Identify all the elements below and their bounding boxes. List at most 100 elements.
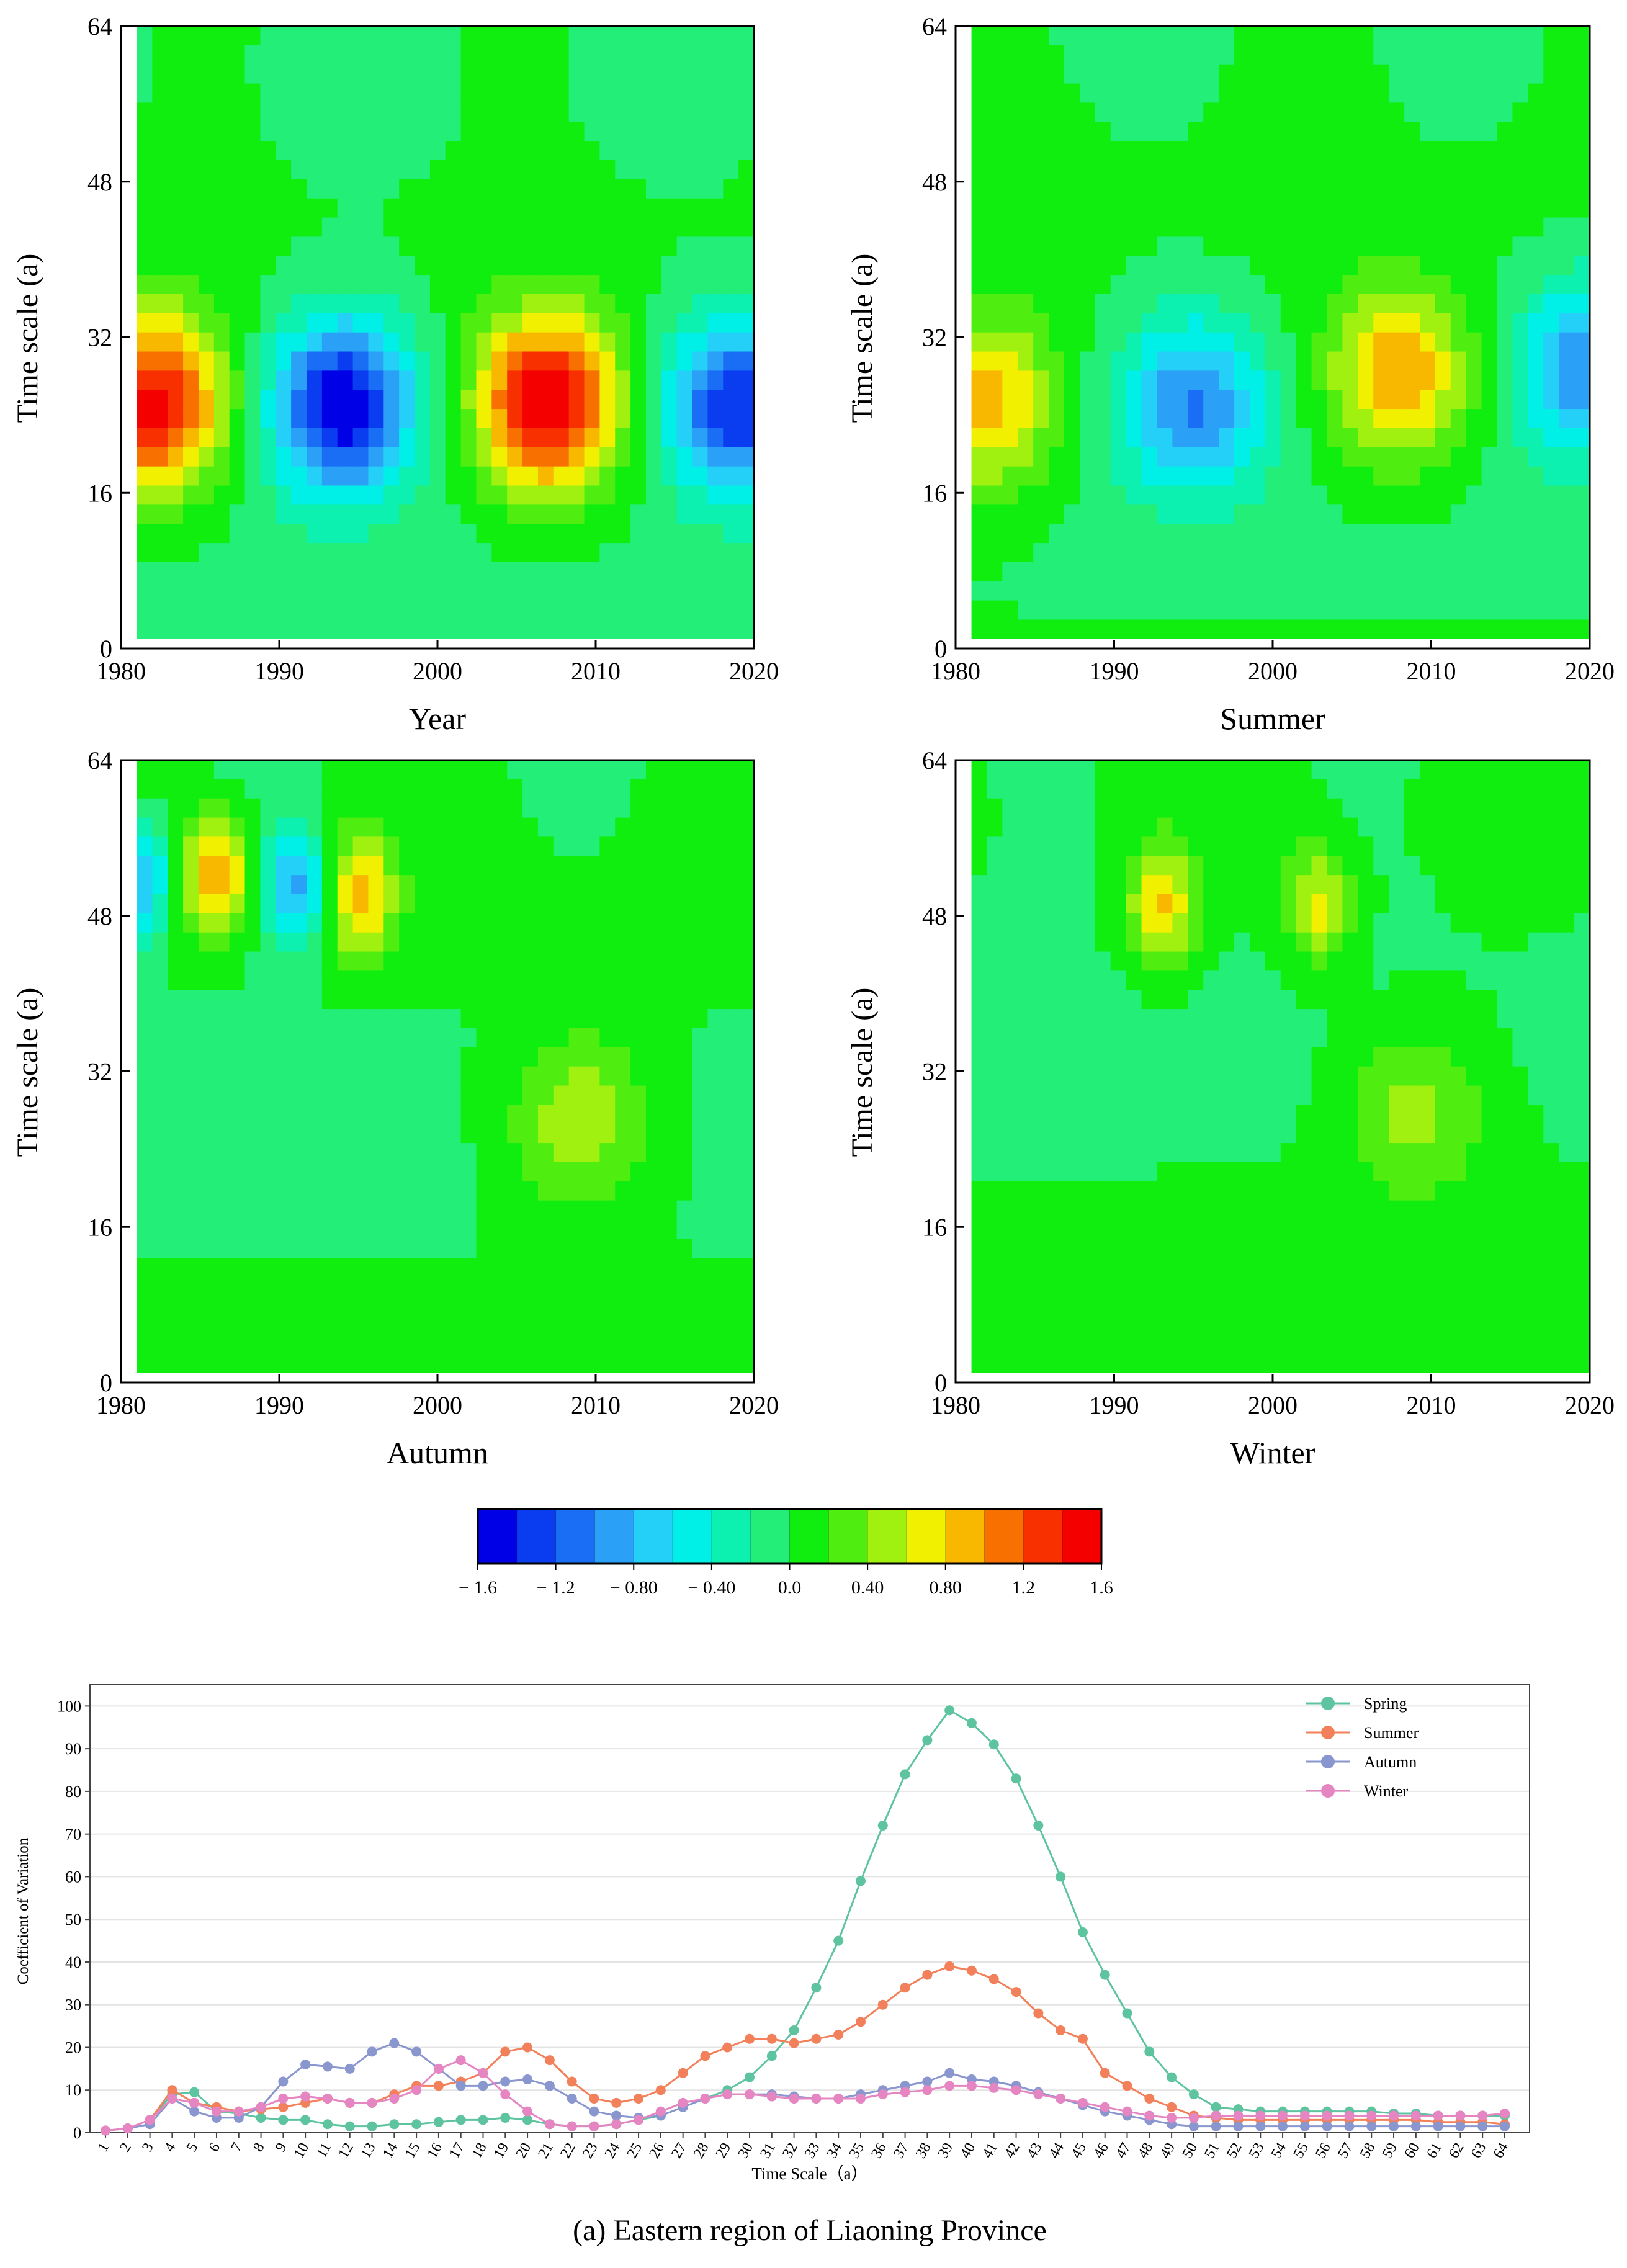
heatmap-cell [399,990,415,1010]
heatmap-cell [537,856,554,876]
heatmap-cell [676,1047,693,1067]
heatmap-cell [291,45,307,65]
heatmap-cell [1466,524,1482,544]
heatmap-cell [168,856,184,876]
heatmap-cell [1064,236,1080,256]
heatmap-cell [676,1334,693,1355]
heatmap-cell [198,524,215,544]
heatmap-cell [537,600,554,621]
heatmap-cell [1466,817,1482,838]
heatmap-cell [676,102,693,122]
heatmap-cell [1049,198,1065,218]
heatmap-cell [1435,332,1451,352]
heatmap-cell [1404,122,1420,141]
heatmap-cell [321,1124,338,1144]
heatmap-cell [460,894,477,914]
heatmap-cell [1358,1028,1374,1048]
heatmap-cell [723,932,739,952]
heatmap-cell [1296,236,1312,256]
heatmap-cell [1528,275,1544,295]
heatmap-cell [1466,562,1482,582]
heatmap-cell [1110,370,1127,390]
heatmap-cell [1311,1334,1328,1355]
heatmap-cell [1342,970,1358,990]
heatmap-cell [1574,26,1590,46]
heatmap-cell [707,236,724,256]
heatmap-cell [537,932,554,952]
heatmap-cell [661,990,678,1010]
heatmap-cell [522,524,539,544]
heatmap-cell [1265,45,1281,65]
heatmap-cell [568,294,585,314]
heatmap-cell [1188,236,1204,256]
heatmap-cell [168,779,184,799]
heatmap-cell [476,370,492,390]
heatmap-cell [1327,26,1343,46]
heatmap-cell [1342,1200,1358,1221]
heatmap-cell [183,485,199,505]
heatmap-cell [1110,83,1127,104]
heatmap-cell [1110,1143,1127,1163]
heatmap-cell [1528,485,1544,505]
heatmap-cell [1234,332,1250,352]
heatmap-cell [168,990,184,1010]
heatmap-cell [723,179,739,199]
heatmap-cell [971,619,988,639]
heatmap-cell [553,351,570,371]
heatmap-cell [1049,236,1065,256]
heatmap-cell [137,102,153,122]
heatmap-cell [707,332,724,352]
heatmap-cell [661,504,678,524]
heatmap-cell [1280,1200,1297,1221]
heatmap-cell [460,1047,477,1067]
heatmap-cell [1265,26,1281,46]
heatmap-cell [1404,1143,1420,1163]
heatmap-cell [321,1258,338,1278]
heatmap-cell [1358,141,1374,161]
heatmap-cell [1126,217,1142,237]
heatmap-cell [276,543,292,563]
heatmap-cell [1373,122,1389,141]
heatmap-cell [445,1334,462,1355]
heatmap-cell [1203,122,1219,141]
heatmap-cell [429,779,446,799]
heatmap-cell [491,1219,508,1239]
heatmap-cell [1311,485,1328,505]
heatmap-cell [244,26,261,46]
heatmap-cell [1342,198,1358,218]
heatmap-cell [1002,562,1018,582]
heatmap-cell [1543,26,1559,46]
heatmap-cell [676,428,693,448]
heatmap-cell [645,1105,662,1124]
heatmap-cell [1188,466,1204,486]
heatmap-cell [1342,600,1358,621]
heatmap-cell [152,485,168,505]
heatmap-cell [168,798,184,818]
heatmap-cell [352,1200,369,1221]
heatmap-cell [1049,26,1065,46]
heatmap-cell [415,1315,431,1335]
heatmap-cell [1389,141,1405,161]
heatmap-cell [1373,760,1389,780]
heatmap-cell [168,894,184,914]
heatmap-cell [337,332,354,352]
heatmap-cell [553,26,570,46]
heatmap-cell [1002,159,1018,180]
heatmap-cell [1203,1334,1219,1355]
heatmap-cell [645,313,662,333]
heatmap-cell [1064,951,1080,971]
heatmap-cell [1280,1047,1297,1067]
heatmap-cell [1172,562,1188,582]
heatmap-cell [537,1105,554,1124]
heatmap-cell [260,1124,276,1144]
heatmap-cell [584,1258,600,1278]
heatmap-cell [1419,1258,1436,1278]
heatmap-cell [1219,779,1235,799]
heatmap-cell [1079,1258,1096,1278]
heatmap-cell [1002,236,1018,256]
heatmap-cell [1141,179,1158,199]
heatmap-cell [276,428,292,448]
heatmap-cell [1002,894,1018,914]
heatmap-cell [321,83,338,104]
heatmap-cell [137,1162,153,1182]
